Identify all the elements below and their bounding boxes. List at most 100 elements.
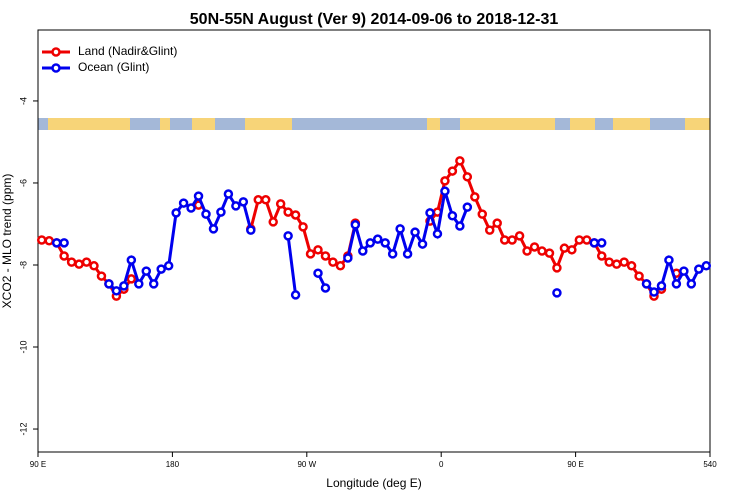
data-point — [260, 195, 271, 205]
data-point — [596, 238, 607, 248]
data-point — [671, 279, 682, 289]
data-point — [51, 238, 62, 248]
data-point — [552, 263, 562, 273]
data-point — [395, 224, 405, 234]
y-tick-label: -10 — [18, 341, 28, 354]
data-point — [440, 176, 450, 186]
data-point — [679, 266, 689, 276]
data-point — [559, 243, 570, 253]
data-point — [119, 281, 129, 291]
legend-label: Ocean (Glint) — [78, 60, 149, 74]
data-point — [425, 208, 435, 218]
y-axis-label: XCO2 - MLO trend (ppm) — [0, 174, 14, 309]
data-point — [59, 238, 69, 248]
ocean-strip — [595, 118, 613, 130]
data-point — [462, 172, 473, 182]
data-point — [298, 222, 308, 232]
x-tick-label: 90 E — [30, 460, 46, 469]
data-point — [604, 257, 614, 267]
y-tick-label: -6 — [18, 179, 28, 187]
data-point — [589, 238, 600, 248]
data-point — [656, 281, 667, 291]
data-point — [268, 217, 278, 227]
data-point — [387, 249, 398, 259]
ocean-strip — [130, 118, 160, 130]
data-point — [111, 286, 122, 296]
data-point — [410, 227, 420, 237]
y-tick-label: -8 — [18, 261, 28, 269]
data-point — [574, 235, 585, 245]
data-point — [664, 255, 674, 265]
data-point — [320, 283, 331, 293]
data-point — [275, 199, 286, 209]
data-point — [178, 198, 189, 208]
data-point — [335, 261, 346, 271]
data-point — [626, 261, 637, 271]
data-point — [514, 231, 525, 241]
data-point — [440, 186, 450, 196]
legend-label: Land (Nadir&Glint) — [78, 44, 177, 58]
data-point — [343, 253, 353, 263]
data-point — [455, 221, 465, 231]
data-point — [365, 238, 376, 248]
data-point — [283, 207, 293, 217]
data-point — [246, 225, 256, 235]
y-tick-label: -12 — [18, 423, 28, 436]
data-point — [552, 288, 562, 298]
x-tick-label: 90 E — [567, 460, 583, 469]
data-point — [372, 234, 383, 244]
y-tick-label: -4 — [18, 97, 28, 105]
data-point — [89, 261, 99, 271]
x-tick-label: 0 — [439, 460, 444, 469]
data-point — [358, 246, 368, 256]
data-point — [74, 259, 84, 269]
ocean-strip — [292, 118, 362, 130]
data-point — [134, 279, 144, 289]
data-point — [649, 287, 659, 297]
data-point — [223, 189, 234, 199]
ocean-strip — [38, 118, 48, 130]
data-point — [96, 271, 107, 281]
chart-title: 50N-55N August (Ver 9) 2014-09-06 to 201… — [190, 11, 559, 28]
data-point — [290, 290, 301, 300]
data-point — [193, 191, 204, 201]
data-point — [686, 279, 697, 289]
data-point — [216, 207, 226, 217]
data-point — [567, 245, 577, 255]
ocean-strip — [362, 118, 427, 130]
data-point — [537, 246, 547, 256]
data-point — [171, 208, 181, 218]
data-point — [544, 248, 555, 258]
data-point — [141, 266, 152, 276]
data-point — [313, 268, 323, 278]
data-point — [380, 238, 390, 248]
data-point — [44, 236, 54, 246]
data-point — [701, 261, 712, 271]
x-tick-label: 90 W — [297, 460, 316, 469]
data-point — [611, 259, 622, 269]
data-point — [499, 235, 510, 245]
ocean-strip — [650, 118, 685, 130]
data-point — [694, 264, 704, 274]
data-point — [507, 235, 517, 245]
data-point — [208, 224, 219, 234]
data-point — [619, 257, 629, 267]
data-point — [582, 235, 592, 245]
x-tick-label: 180 — [166, 460, 180, 469]
data-point — [492, 218, 502, 228]
data-point — [402, 249, 413, 259]
data-point — [313, 245, 323, 255]
data-point — [126, 274, 137, 284]
data-point — [36, 235, 47, 245]
legend-marker — [51, 47, 61, 57]
data-point — [148, 279, 159, 289]
data-point — [447, 166, 458, 176]
data-point — [238, 197, 249, 207]
data-point — [81, 257, 92, 267]
data-point — [470, 192, 480, 202]
data-point — [231, 201, 241, 211]
data-point — [477, 209, 488, 219]
data-point — [305, 249, 316, 259]
data-point — [417, 239, 428, 249]
